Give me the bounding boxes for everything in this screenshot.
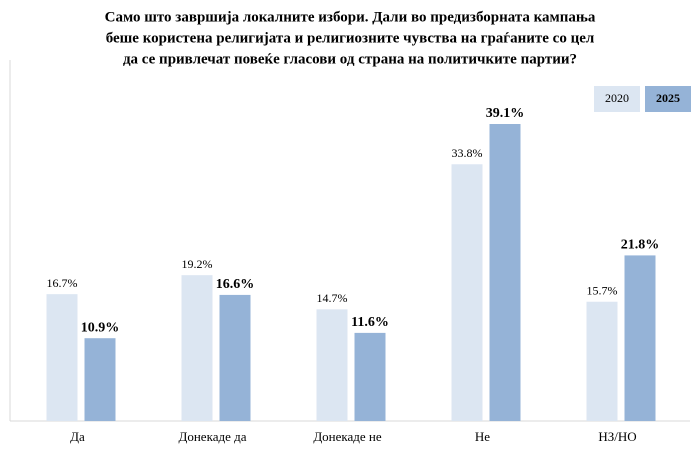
bar xyxy=(451,164,483,422)
bar xyxy=(586,301,618,421)
chart-title: беше користена религијата и религиозните… xyxy=(106,30,595,46)
chart-title: Само што завршија локалните избори. Дали… xyxy=(105,9,596,25)
x-tick-label: Донекаде не xyxy=(313,429,382,444)
bar xyxy=(316,309,348,421)
chart-title: да се привлечат повеќе гласови од страна… xyxy=(123,51,577,67)
value-label: 14.7% xyxy=(317,291,348,305)
bar xyxy=(84,338,116,421)
x-tick-label: Да xyxy=(70,429,85,444)
value-label: 16.6% xyxy=(216,277,255,292)
value-label: 11.6% xyxy=(351,315,389,330)
value-label: 10.9% xyxy=(81,320,120,335)
legend-swatch xyxy=(594,86,640,112)
value-label: 21.8% xyxy=(621,238,660,253)
x-tick-label: НЗ/НО xyxy=(598,429,636,444)
legend-label: 2020 xyxy=(605,91,629,105)
value-label: 19.2% xyxy=(182,257,213,271)
bar xyxy=(624,255,656,421)
value-label: 15.7% xyxy=(587,283,618,297)
bar xyxy=(489,124,521,421)
bar xyxy=(46,294,78,421)
x-tick-label: Не xyxy=(475,429,490,444)
legend-swatch xyxy=(645,86,691,112)
legend-label: 2025 xyxy=(656,91,680,105)
bar xyxy=(354,332,386,421)
x-tick-label: Донекаде да xyxy=(178,429,246,444)
value-label: 39.1% xyxy=(486,106,525,121)
value-label: 33.8% xyxy=(452,146,483,160)
value-label: 16.7% xyxy=(47,276,78,290)
bar xyxy=(181,275,213,421)
bar xyxy=(219,294,251,421)
